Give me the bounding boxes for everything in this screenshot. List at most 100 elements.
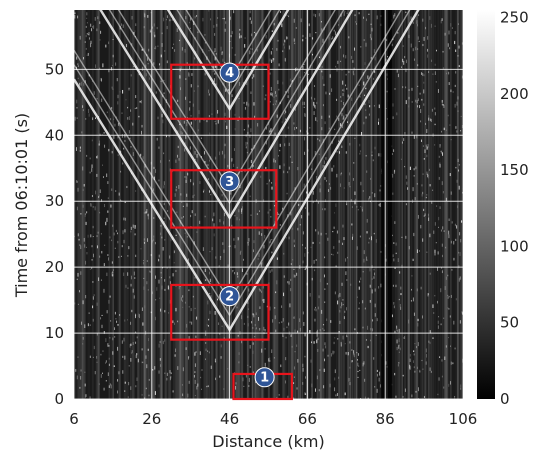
noise-speck <box>422 238 424 242</box>
noise-speck <box>76 99 78 104</box>
noise-speck <box>156 137 158 141</box>
noise-speck <box>210 18 212 21</box>
noise-speck <box>197 383 199 387</box>
noise-speck <box>253 102 255 106</box>
noise-speck <box>361 208 363 212</box>
noise-streak <box>410 10 413 399</box>
noise-speck <box>246 142 248 145</box>
noise-speck <box>287 126 289 129</box>
noise-speck <box>153 31 155 36</box>
noise-speck <box>305 69 307 74</box>
noise-speck <box>273 158 275 163</box>
noise-speck <box>447 294 449 297</box>
noise-speck <box>189 146 191 150</box>
noise-speck <box>434 249 436 253</box>
noise-speck <box>354 191 356 196</box>
noise-speck <box>178 184 180 189</box>
noise-speck <box>140 248 142 250</box>
noise-streak <box>234 10 237 399</box>
noise-speck <box>438 155 440 158</box>
noise-speck <box>336 115 338 118</box>
noise-speck <box>444 32 446 36</box>
noise-speck <box>310 359 312 363</box>
noise-speck <box>166 377 168 381</box>
noise-speck <box>409 358 411 363</box>
noise-speck <box>417 318 419 322</box>
noise-streak <box>347 10 350 399</box>
noise-speck <box>284 380 286 384</box>
noise-speck <box>77 15 79 19</box>
noise-speck <box>447 297 449 299</box>
noise-speck <box>374 146 376 150</box>
noise-speck <box>206 323 208 326</box>
noise-streak <box>217 10 220 399</box>
noise-speck <box>368 13 370 16</box>
noise-speck <box>114 327 116 331</box>
noise-speck <box>215 83 217 86</box>
noise-speck <box>246 81 248 86</box>
noise-speck <box>371 154 373 157</box>
noise-speck <box>184 48 186 53</box>
noise-speck <box>459 320 461 324</box>
noise-speck <box>252 313 254 316</box>
noise-speck <box>346 334 348 337</box>
noise-speck <box>411 87 413 91</box>
noise-speck <box>408 96 410 100</box>
noise-streak <box>175 10 178 399</box>
noise-speck <box>247 124 249 128</box>
noise-speck <box>366 170 368 173</box>
noise-speck <box>204 358 206 361</box>
noise-speck <box>261 290 263 293</box>
noise-speck <box>343 316 345 320</box>
noise-speck <box>169 255 171 259</box>
noise-speck <box>96 245 98 249</box>
noise-speck <box>411 394 413 398</box>
noise-speck <box>378 204 380 206</box>
noise-speck <box>328 115 330 118</box>
noise-speck <box>231 160 233 162</box>
noise-speck <box>365 87 367 90</box>
noise-speck <box>77 187 79 192</box>
noise-speck <box>92 206 94 208</box>
noise-speck <box>148 48 150 52</box>
noise-speck <box>345 151 347 154</box>
noise-speck <box>346 279 348 281</box>
noise-speck <box>309 329 311 334</box>
noise-speck <box>286 36 288 40</box>
noise-speck <box>122 355 124 358</box>
noise-speck <box>457 23 459 25</box>
noise-speck <box>247 244 249 246</box>
noise-speck <box>435 242 437 244</box>
noise-speck <box>127 272 129 276</box>
noise-speck <box>91 139 93 142</box>
noise-speck <box>236 166 238 169</box>
noise-speck <box>278 394 280 396</box>
noise-speck <box>188 289 190 292</box>
noise-speck <box>76 117 78 119</box>
noise-streak <box>361 10 364 399</box>
noise-speck <box>85 221 87 226</box>
noise-streak <box>177 10 179 399</box>
noise-speck <box>160 54 162 58</box>
noise-speck <box>357 209 359 211</box>
noise-speck <box>208 50 210 52</box>
noise-speck <box>233 10 235 14</box>
noise-speck <box>394 13 396 17</box>
noise-speck <box>255 312 257 316</box>
noise-speck <box>250 159 252 164</box>
noise-speck <box>141 124 143 128</box>
noise-streak <box>446 10 449 399</box>
noise-speck <box>181 132 183 135</box>
noise-streak <box>328 10 330 399</box>
noise-speck <box>111 239 113 242</box>
noise-speck <box>459 276 461 280</box>
noise-speck <box>455 49 457 52</box>
noise-streak <box>343 10 345 399</box>
noise-speck <box>173 250 175 254</box>
noise-speck <box>376 373 378 377</box>
noise-speck <box>307 149 309 152</box>
noise-speck <box>256 48 258 52</box>
noise-speck <box>79 146 81 149</box>
noise-speck <box>429 233 431 238</box>
noise-streak <box>259 10 261 399</box>
